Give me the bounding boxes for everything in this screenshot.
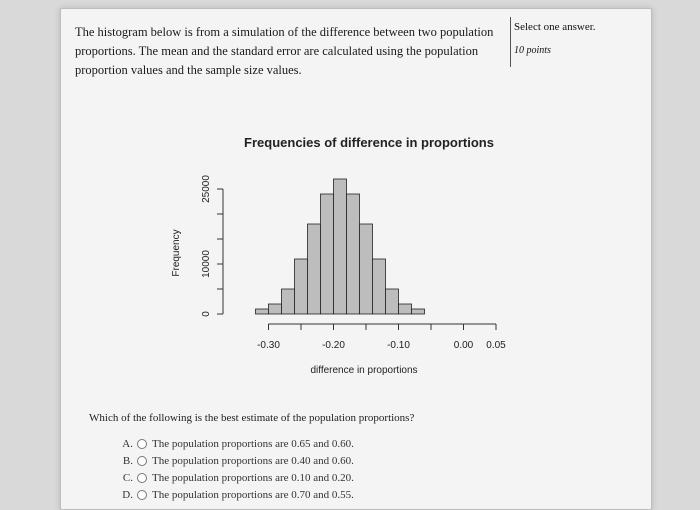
option-letter: C. — [122, 472, 133, 484]
answer-instructions: Select one answer. 10 points — [514, 21, 644, 56]
prompt-text: The histogram below is from a simulation… — [75, 25, 494, 77]
answer-option[interactable]: C. The population proportions are 0.10 an… — [117, 472, 354, 484]
histogram-bar — [255, 308, 269, 315]
option-text: The population proportions are 0.40 and … — [152, 455, 354, 467]
answer-option[interactable]: B. The population proportions are 0.40 an… — [117, 455, 354, 467]
y-axis-label: Frequency — [171, 229, 182, 276]
histogram-bar — [398, 303, 412, 315]
points-label: 10 points — [514, 45, 551, 56]
histogram-bar — [333, 178, 347, 315]
histogram-bar — [268, 303, 282, 315]
histogram-bar — [411, 308, 425, 315]
histogram-bar — [281, 288, 295, 315]
option-text: The population proportions are 0.65 and … — [152, 438, 354, 450]
radio-button[interactable] — [137, 456, 147, 467]
option-text: The population proportions are 0.10 and … — [152, 472, 354, 484]
y-tick-label: 10000 — [201, 250, 212, 278]
radio-button[interactable] — [137, 473, 147, 484]
histogram-bar — [307, 223, 321, 315]
radio-button[interactable] — [137, 439, 147, 450]
option-letter: A. — [122, 438, 133, 450]
answer-option[interactable]: A. The population proportions are 0.65 an… — [117, 438, 354, 450]
histogram-bar — [294, 258, 308, 315]
histogram-bar — [346, 193, 360, 315]
x-axis-label: difference in proportions — [310, 365, 417, 376]
question-text: Which of the following is the best estim… — [89, 412, 415, 424]
y-tick-label: 25000 — [201, 175, 212, 203]
x-tick-label: 0.00 — [454, 340, 474, 351]
x-tick-label: -0.10 — [387, 340, 410, 351]
y-tick-label: 0 — [201, 311, 212, 317]
radio-button[interactable] — [137, 490, 147, 501]
option-letter: D. — [122, 489, 133, 501]
x-tick-label: -0.30 — [257, 340, 280, 351]
option-text: The population proportions are 0.70 and … — [152, 489, 354, 501]
histogram-bar — [359, 223, 373, 315]
x-tick-label: 0.05 — [486, 340, 506, 351]
chart-title: Frequencies of difference in proportions — [244, 135, 494, 150]
x-tick-label: -0.20 — [322, 340, 345, 351]
option-letter: B. — [122, 455, 133, 467]
divider — [510, 17, 511, 67]
histogram-chart: Frequencies of difference in proportions… — [171, 135, 506, 376]
histogram-bar — [320, 193, 334, 315]
select-one-answer-label: Select one answer. — [514, 21, 596, 33]
histogram-bar — [385, 288, 399, 315]
question-panel: The histogram below is from a simulation… — [60, 8, 652, 510]
answer-option[interactable]: D. The population proportions are 0.70 an… — [117, 489, 354, 501]
histogram-bar — [372, 258, 386, 315]
